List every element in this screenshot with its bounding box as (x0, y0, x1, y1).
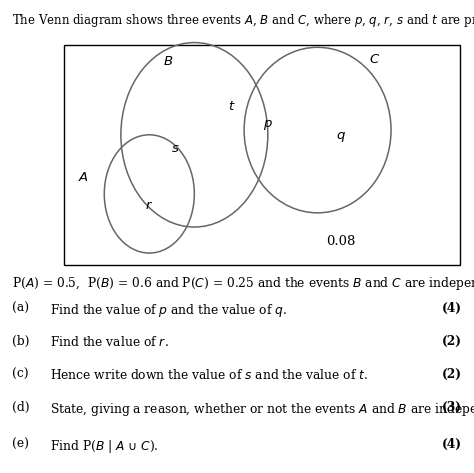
Text: (2): (2) (442, 368, 462, 381)
Text: (3): (3) (442, 401, 462, 414)
Text: Find the value of $r$.: Find the value of $r$. (50, 335, 169, 349)
Text: (b): (b) (12, 335, 29, 348)
Text: State, giving a reason, whether or not the events $A$ and $B$ are independent.: State, giving a reason, whether or not t… (50, 401, 474, 418)
Text: 0.08: 0.08 (327, 235, 356, 248)
Text: (c): (c) (12, 368, 28, 381)
Text: $s$: $s$ (171, 142, 180, 156)
Text: (e): (e) (12, 438, 29, 450)
Text: $C$: $C$ (369, 53, 380, 66)
Text: $r$: $r$ (145, 199, 154, 212)
Text: (2): (2) (442, 335, 462, 348)
Text: $A$: $A$ (78, 171, 88, 184)
Text: (d): (d) (12, 401, 29, 414)
Text: (4): (4) (442, 438, 462, 450)
Bar (64, 45, 460, 265)
Text: (4): (4) (442, 302, 462, 315)
Text: $q$: $q$ (337, 130, 346, 144)
Text: The Venn diagram shows three events $A$, $B$ and $C$, where $p$, $q$, $r$, $s$ a: The Venn diagram shows three events $A$,… (12, 12, 474, 29)
Text: $t$: $t$ (228, 100, 236, 113)
Text: Hence write down the value of $s$ and the value of $t$.: Hence write down the value of $s$ and th… (50, 368, 368, 382)
Text: P($A$) = 0.5,  P($B$) = 0.6 and P($C$) = 0.25 and the events $B$ and $C$ are ind: P($A$) = 0.5, P($B$) = 0.6 and P($C$) = … (12, 275, 474, 292)
Text: Find the value of $p$ and the value of $q$.: Find the value of $p$ and the value of $… (50, 302, 287, 319)
Text: (a): (a) (12, 302, 29, 315)
Text: $p$: $p$ (263, 118, 273, 132)
Text: $B$: $B$ (163, 55, 173, 68)
Text: Find P($B$ | $A$ $\cup$ $C$).: Find P($B$ | $A$ $\cup$ $C$). (50, 438, 158, 455)
